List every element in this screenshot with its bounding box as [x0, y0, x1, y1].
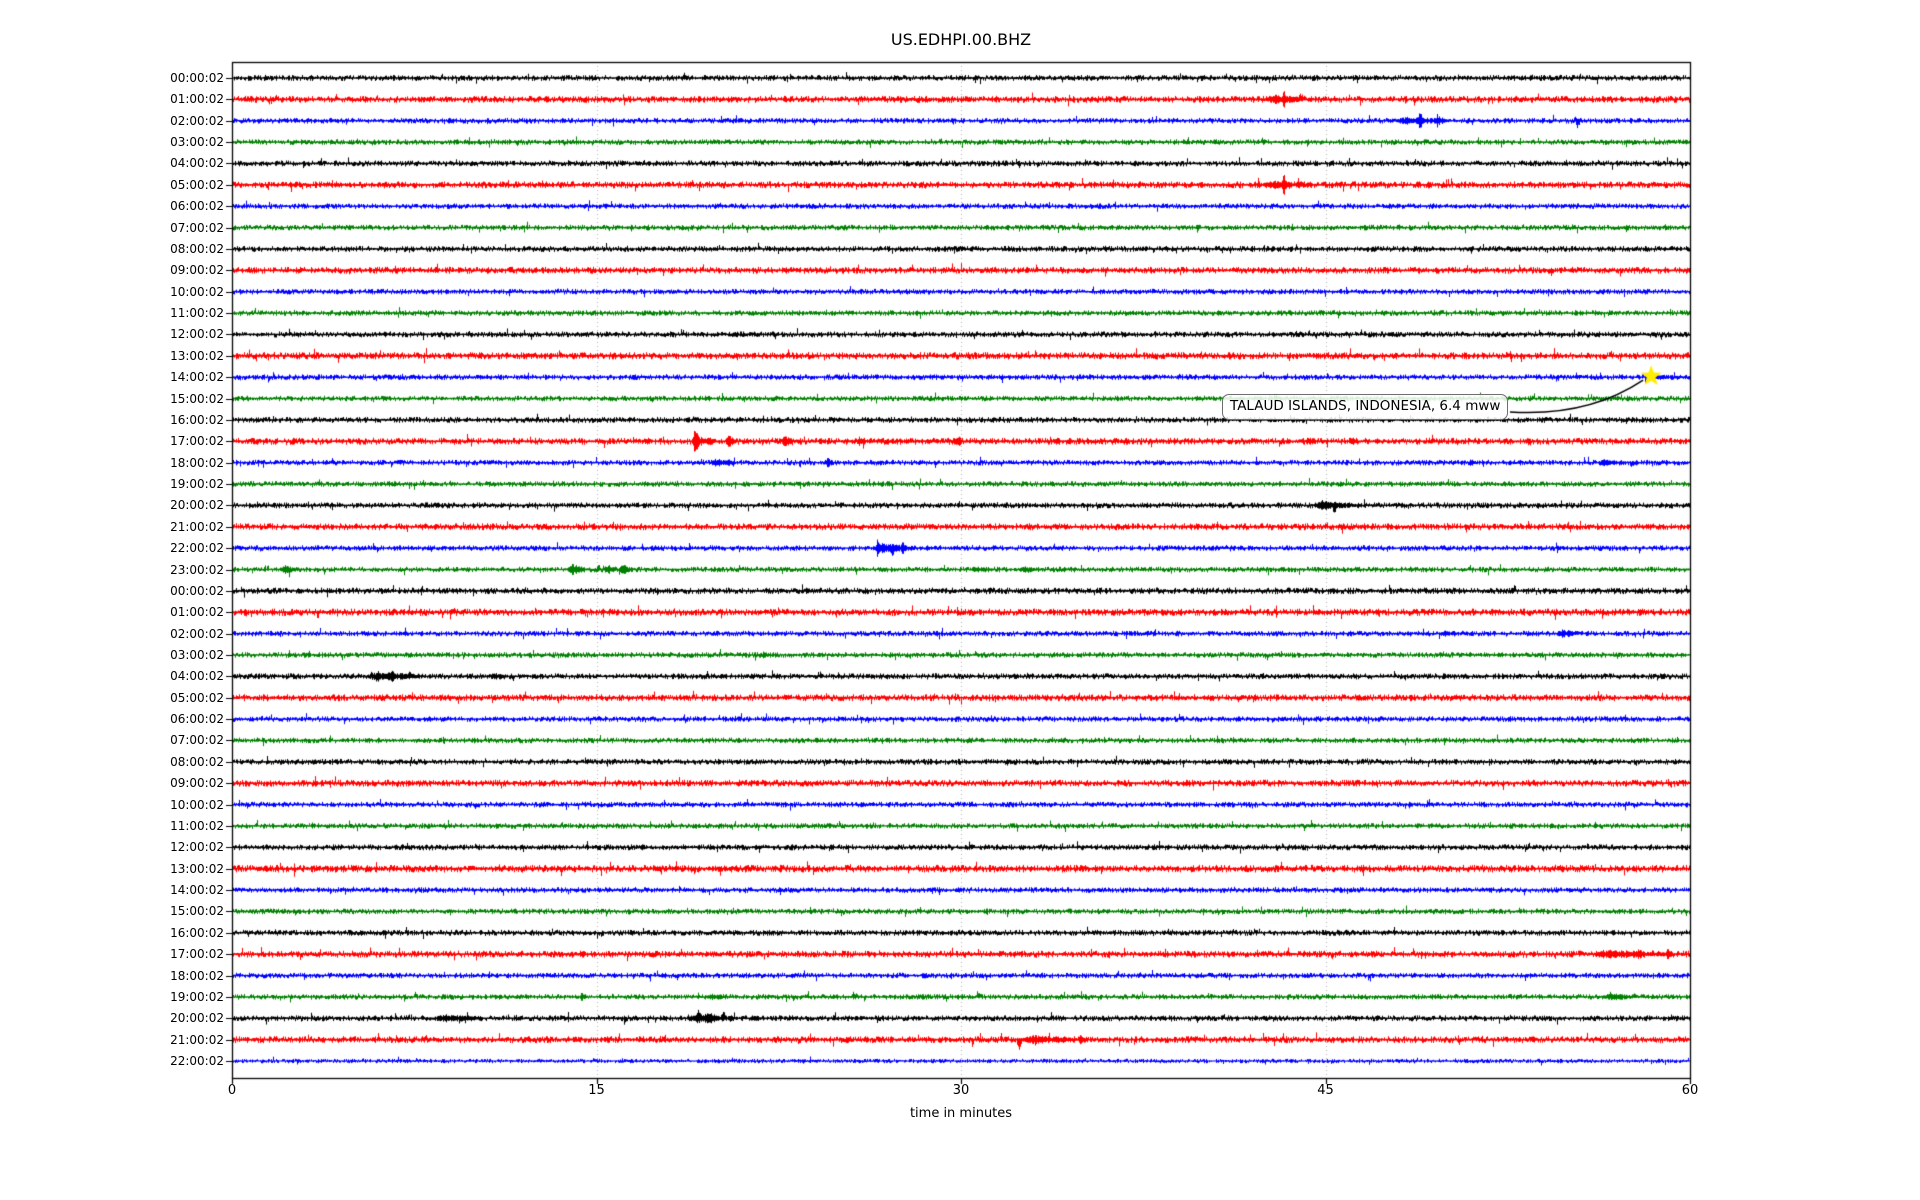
y-tick-label: 14:00:02	[170, 883, 224, 898]
y-tick-label: 03:00:02	[170, 647, 224, 662]
y-tick-label: 22:00:02	[170, 1054, 224, 1069]
y-tick-label: 08:00:02	[170, 241, 224, 256]
y-tick-label: 05:00:02	[170, 690, 224, 705]
y-tick-label: 22:00:02	[170, 541, 224, 556]
y-tick-label: 15:00:02	[170, 391, 224, 406]
y-tick-label: 07:00:02	[170, 220, 224, 235]
y-tick-label: 12:00:02	[170, 327, 224, 342]
event-annotation-text: TALAUD ISLANDS, INDONESIA, 6.4 mww	[1230, 398, 1501, 414]
y-tick-label: 02:00:02	[170, 626, 224, 641]
y-tick-label: 01:00:02	[170, 92, 224, 107]
y-tick-label: 03:00:02	[170, 135, 224, 150]
y-tick-label: 18:00:02	[170, 968, 224, 983]
y-tick-label: 09:00:02	[170, 776, 224, 791]
y-tick-label: 09:00:02	[170, 263, 224, 278]
y-tick-label: 10:00:02	[170, 797, 224, 812]
chart-title: US.EDHPI.00.BHZ	[890, 30, 1032, 49]
y-tick-label: 17:00:02	[170, 434, 224, 449]
y-tick-label: 04:00:02	[170, 156, 224, 171]
y-tick-label: 21:00:02	[170, 1032, 224, 1047]
y-tick-label: 05:00:02	[170, 177, 224, 192]
y-tick-label: 15:00:02	[170, 904, 224, 919]
y-tick-label: 20:00:02	[170, 1011, 224, 1026]
y-tick-label: 08:00:02	[170, 754, 224, 769]
x-tick-label: 60	[1681, 1083, 1699, 1098]
y-tick-label: 19:00:02	[170, 989, 224, 1004]
y-tick-label: 10:00:02	[170, 284, 224, 299]
y-tick-label: 20:00:02	[170, 498, 224, 513]
y-tick-label: 16:00:02	[170, 925, 224, 940]
y-tick-label: 01:00:02	[170, 605, 224, 620]
y-tick-label: 17:00:02	[170, 947, 224, 962]
event-annotation: TALAUD ISLANDS, INDONESIA, 6.4 mww	[1222, 394, 1509, 420]
x-tick-label: 30	[952, 1083, 970, 1098]
x-tick-label: 0	[227, 1083, 237, 1098]
y-tick-label: 07:00:02	[170, 733, 224, 748]
y-tick-label: 06:00:02	[170, 712, 224, 727]
y-tick-label: 21:00:02	[170, 519, 224, 534]
y-tick-label: 18:00:02	[170, 455, 224, 470]
y-tick-label: 13:00:02	[170, 861, 224, 876]
y-tick-label: 02:00:02	[170, 113, 224, 128]
y-tick-label: 14:00:02	[170, 370, 224, 385]
y-tick-label: 23:00:02	[170, 562, 224, 577]
x-tick-label: 45	[1317, 1083, 1334, 1098]
y-tick-label: 19:00:02	[170, 477, 224, 492]
y-tick-label: 11:00:02	[170, 818, 224, 833]
x-tick-label: 15	[588, 1083, 605, 1098]
y-tick-label: 04:00:02	[170, 669, 224, 684]
y-tick-label: 00:00:02	[170, 583, 224, 598]
x-axis-title: time in minutes	[909, 1106, 1013, 1121]
y-tick-label: 00:00:02	[170, 71, 224, 85]
y-tick-label: 13:00:02	[170, 348, 224, 363]
y-tick-label: 11:00:02	[170, 306, 224, 321]
y-tick-label: 06:00:02	[170, 199, 224, 214]
y-tick-label: 16:00:02	[170, 412, 224, 427]
y-tick-label: 12:00:02	[170, 840, 224, 855]
